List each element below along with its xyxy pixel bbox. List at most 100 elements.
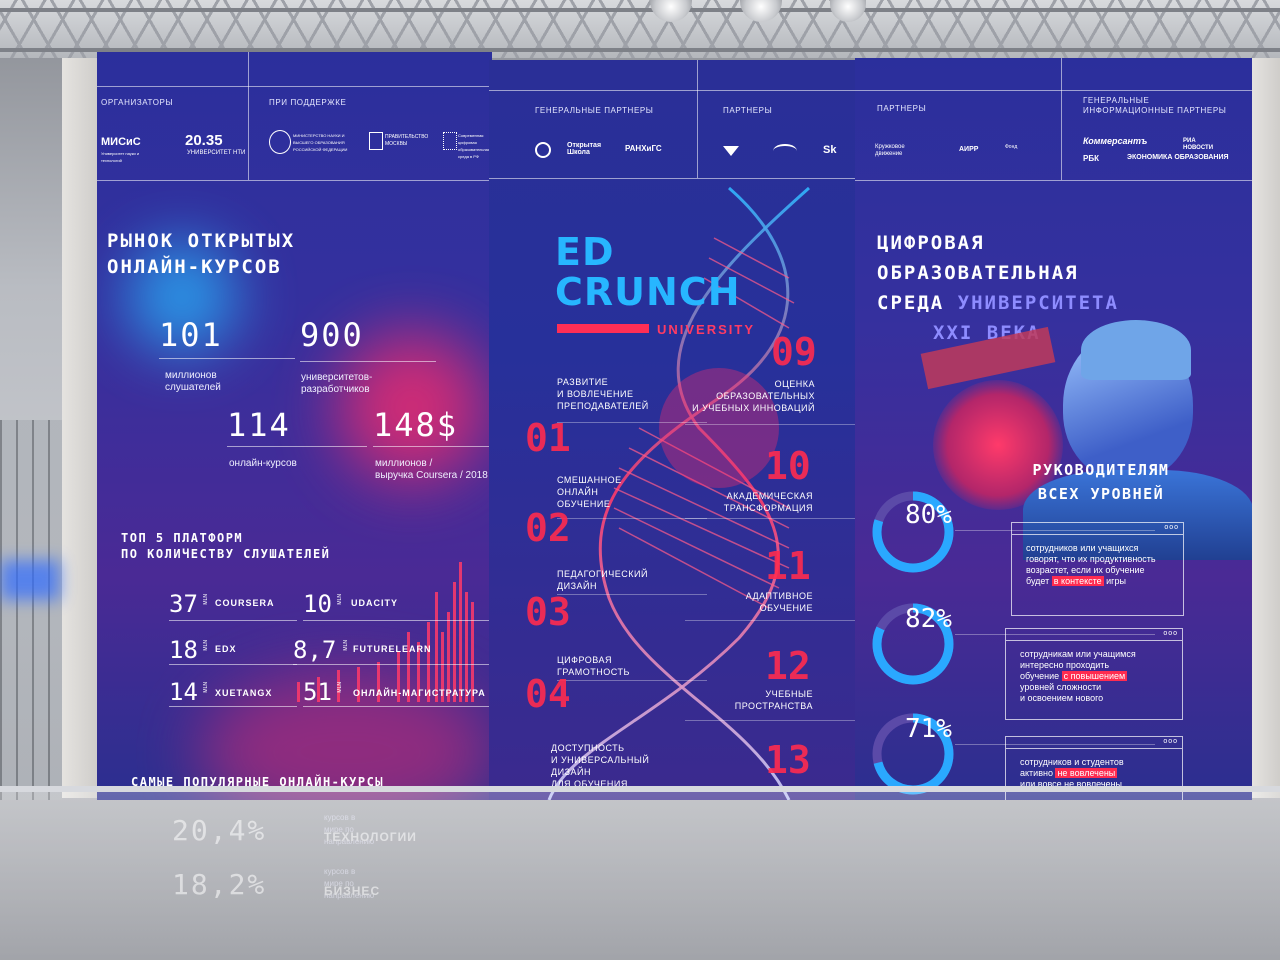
grid-logo-icon — [443, 132, 457, 150]
partner-logo-icon — [535, 142, 551, 158]
window-bar: ooo — [1012, 523, 1183, 535]
kommersant-logo: Коммерсантъ — [1083, 136, 1148, 146]
leaders-title: РУКОВОДИТЕЛЯМ ВСЕХ УРОВНЕЙ — [1032, 461, 1170, 503]
text-part: или вовсе не вовлечены — [1020, 779, 1123, 789]
percent-value: 80% — [905, 500, 952, 530]
text-part: сотрудникам или учащимся интересно прохо… — [1020, 649, 1136, 681]
market-title: РЫНОК ОТКРЫТЫХ ОНЛАЙН-КУРСОВ — [107, 230, 296, 278]
divider — [489, 90, 869, 91]
organizers-label: ОРГАНИЗАТОРЫ — [101, 98, 174, 107]
step-number: 01 — [525, 416, 571, 460]
window-text: сотрудников и студентов активно не вовле… — [1006, 749, 1182, 790]
divider — [373, 446, 492, 447]
divider — [557, 680, 707, 681]
divider — [1061, 58, 1062, 180]
stat-value: 114 — [227, 406, 291, 444]
heart-logo-icon — [723, 146, 739, 156]
university-label: UNIVERSITY — [657, 322, 756, 337]
highlight: с повышением — [1061, 671, 1128, 681]
popular-caption: курсов в мире по направлению — [324, 867, 375, 900]
partners-label: ПАРТНЕРЫ — [877, 104, 927, 113]
right-header: ПАРТНЕРЫ ГЕНЕРАЛЬНЫЕ ИНФОРМАЦИОННЫЕ ПАРТ… — [855, 58, 1252, 186]
step-label: цифровая грамотность — [557, 655, 630, 677]
platform-name: UDACITY — [351, 598, 398, 608]
progress-ring — [872, 491, 954, 573]
stat-value: 148$ — [373, 406, 459, 444]
divider — [159, 358, 295, 359]
step-label: оценка образовательных и учебных инновац… — [692, 379, 815, 413]
partner-logo: РАНХиГС — [625, 144, 662, 153]
partner-logo: АИРР — [959, 146, 979, 153]
divider — [855, 90, 1252, 91]
divider — [489, 178, 869, 179]
text-part: сотрудников и студентов активно — [1020, 757, 1124, 778]
minobr-logo: МИНИСТЕРСТВО НАУКИ И ВЫСШЕГО ОБРАЗОВАНИЯ… — [293, 133, 348, 152]
divider — [557, 594, 707, 595]
divider — [855, 180, 1252, 181]
info-window: ooo сотрудников и студентов активно не в… — [1005, 736, 1183, 800]
step-label: учебные пространства — [734, 689, 813, 711]
top5-title: ТОП 5 ПЛАТФОРМ ПО КОЛИЧЕСТВУ СЛУШАТЕЛЕЙ — [121, 531, 331, 561]
window-bar: ooo — [1006, 629, 1182, 641]
divider — [303, 620, 492, 621]
platform-value: 8,7 — [293, 636, 337, 664]
misis-logo-sub: Университет науки и технологий — [101, 151, 140, 163]
truss-beam-bottom — [0, 48, 1280, 52]
railing-top-edge — [0, 786, 1280, 792]
misis-logo: МИСиС — [101, 136, 141, 148]
popular-name: ТЕХНОЛОГИИ — [324, 830, 417, 844]
divider — [169, 664, 297, 665]
step-label: адаптивное обучение — [745, 591, 813, 613]
platform-value: 18 — [169, 636, 198, 664]
step-number: 10 — [765, 444, 811, 488]
glow-pink — [337, 332, 487, 482]
platform-name: COURSERA — [215, 598, 275, 608]
emblem-icon — [269, 130, 291, 154]
edcrunch-logo: ED CRUNCH — [555, 230, 741, 314]
divider — [955, 744, 1155, 745]
popular-name: БИЗНЕС — [324, 884, 381, 898]
platform-value: 14 — [169, 678, 198, 706]
banner-center: ГЕНЕРАЛЬНЫЕ ПАРТНЕРЫ ПАРТНЕРЫ Открытая Ш… — [489, 60, 869, 800]
divider — [955, 634, 1155, 635]
window-dots: ooo — [1163, 630, 1178, 637]
popular-title: САМЫЕ ПОПУЛЯРНЫЕ ОНЛАЙН-КУРСЫ — [131, 775, 385, 789]
text-part: сотрудников или учащихся говорят, что их… — [1026, 543, 1156, 586]
economics-logo: ЭКОНОМИКА ОБРАЗОВАНИЯ — [1127, 154, 1229, 161]
step-number: 03 — [525, 590, 571, 634]
info-window: ooo сотрудникам или учащимся интересно п… — [1005, 628, 1183, 720]
platform-value: 10 — [303, 590, 332, 618]
student-photo — [913, 320, 1252, 560]
step-number: 13 — [765, 738, 811, 782]
progress-ring — [872, 603, 954, 685]
step-number: 09 — [771, 330, 817, 374]
divider — [169, 620, 297, 621]
mln-unit: MLN — [343, 640, 349, 651]
text-part: уровней сложности и освоением нового — [1020, 682, 1104, 703]
banner-right: ПАРТНЕРЫ ГЕНЕРАЛЬНЫЕ ИНФОРМАЦИОННЫЕ ПАРТ… — [855, 58, 1252, 800]
info-partners-label: ГЕНЕРАЛЬНЫЕ ИНФОРМАЦИОННЫЕ ПАРТНЕРЫ — [1083, 96, 1227, 115]
text-part: игры — [1103, 576, 1126, 586]
stat-value: 900 — [300, 316, 364, 354]
glow-blue — [127, 242, 237, 352]
percent-value: 71% — [905, 714, 952, 744]
popular-caption: курсов в мире по направлению — [324, 813, 375, 846]
platform-name: ОНЛАЙН-МАГИСТРАТУРА — [353, 688, 486, 698]
divider — [293, 664, 492, 665]
support-label: ПРИ ПОДДЕРЖКЕ — [269, 98, 347, 107]
wall-pillar-left — [62, 58, 98, 798]
info-window: ooo сотрудников или учащихся говорят, чт… — [1011, 522, 1184, 616]
other-logo: Современная цифровая образовательная сре… — [458, 133, 491, 159]
step-label: смешанное онлайн обучение — [557, 475, 622, 509]
jacket-shape — [1023, 470, 1252, 560]
mln-unit: MLN — [203, 594, 209, 605]
center-header: ГЕНЕРАЛЬНЫЕ ПАРТНЕРЫ ПАРТНЕРЫ Открытая Ш… — [489, 60, 869, 188]
ceiling-lamp — [650, 0, 692, 22]
partner-logo: Кружковое движение — [875, 144, 905, 157]
divider — [300, 361, 436, 362]
divider — [248, 52, 249, 180]
stat-label: университетов- разработчиков — [301, 372, 373, 395]
escalator-rail — [0, 420, 62, 800]
hat-shape — [1081, 320, 1191, 380]
dna-helix — [547, 186, 810, 800]
